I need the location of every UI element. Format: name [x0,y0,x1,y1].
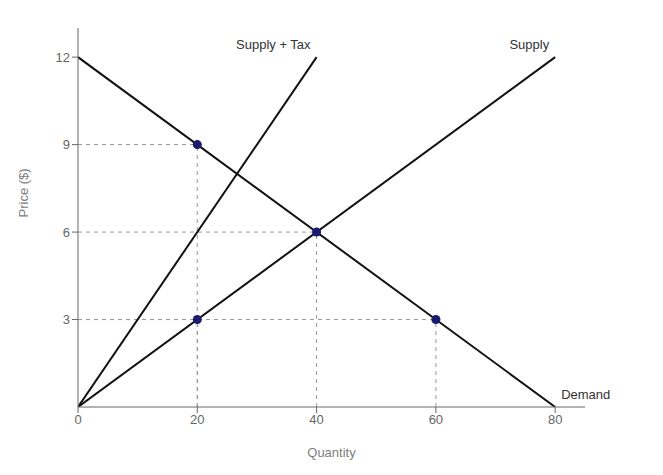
svg-text:Demand: Demand [561,387,610,402]
svg-text:Supply + Tax: Supply + Tax [236,37,311,52]
svg-text:20: 20 [190,412,204,427]
svg-text:Supply: Supply [509,37,549,52]
svg-text:Price ($): Price ($) [16,168,31,217]
svg-text:Quantity: Quantity [307,445,356,460]
svg-text:80: 80 [548,412,562,427]
svg-text:6: 6 [63,225,70,240]
svg-text:12: 12 [56,50,70,65]
svg-text:3: 3 [63,312,70,327]
svg-text:9: 9 [63,137,70,152]
svg-text:0: 0 [74,412,81,427]
svg-text:60: 60 [429,412,443,427]
svg-text:40: 40 [309,412,323,427]
